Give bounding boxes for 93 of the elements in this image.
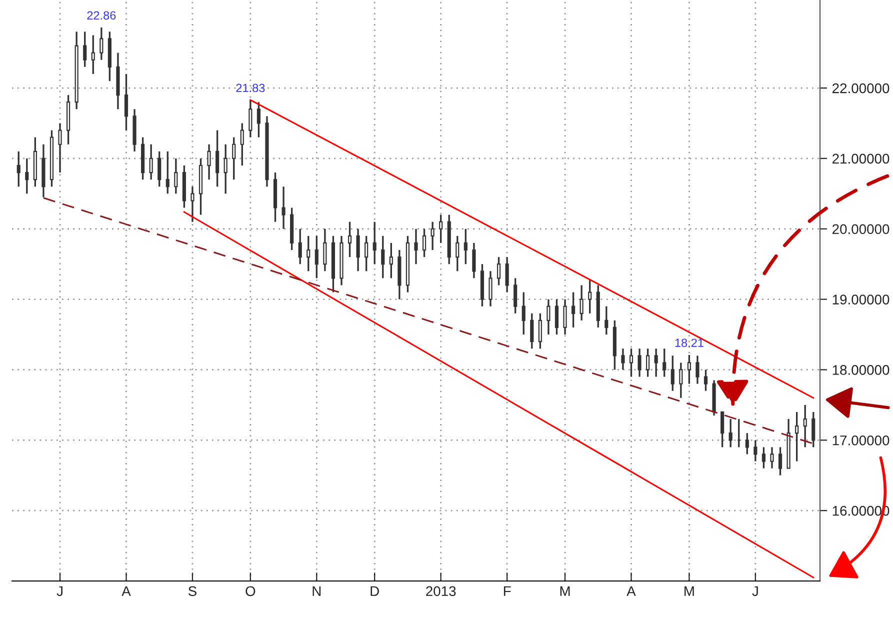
candlestick (207, 144, 211, 180)
x-tick-label: F (504, 586, 511, 596)
candlestick (248, 99, 252, 138)
candlestick (728, 418, 732, 448)
candlestick (538, 312, 542, 350)
candlestick (803, 404, 807, 448)
candlestick (389, 242, 393, 280)
candlestick (770, 446, 774, 470)
x-tick-label: 2013 (426, 586, 456, 596)
annotation: 22.86 (87, 11, 116, 20)
x-tick-label: D (370, 586, 379, 596)
y-tick-label: 21.00000 (832, 154, 890, 164)
candlestick (158, 150, 162, 188)
candlestick (572, 291, 576, 328)
candlestick (638, 348, 642, 378)
x-tick-label: O (246, 586, 256, 596)
x-tick-label: J (752, 586, 758, 596)
candlestick (100, 26, 104, 61)
annotation: 21.83 (236, 84, 265, 92)
candlestick (795, 411, 799, 462)
candlestick (488, 270, 492, 308)
candlestick (240, 122, 244, 166)
x-tick-label: N (312, 586, 321, 596)
candlestick (224, 144, 228, 194)
candlestick (629, 348, 634, 378)
candlestick (754, 439, 758, 462)
candlestick (621, 348, 625, 371)
x-tick-label: A (626, 586, 636, 596)
candlestick (654, 348, 658, 378)
y-tick-label: 22.00000 (832, 83, 890, 94)
candlestick (348, 221, 352, 258)
candlestick (414, 228, 418, 265)
y-tick-label: 18.00000 (832, 365, 890, 375)
candlestick (422, 228, 426, 258)
candlestick (472, 242, 476, 280)
candlestick (381, 235, 385, 280)
candlestick (745, 432, 749, 456)
candlestick (314, 235, 318, 280)
candlestick (720, 411, 724, 448)
candlestick (58, 122, 62, 174)
candlestick (232, 136, 236, 180)
candlestick (530, 312, 534, 350)
candlestick (356, 228, 360, 272)
candlestick (190, 186, 194, 223)
candlestick (364, 235, 368, 272)
x-tick-label: M (684, 586, 694, 596)
candlestick (306, 235, 310, 272)
candlestick (430, 221, 434, 251)
candlestick (174, 158, 178, 194)
candlestick (323, 228, 327, 272)
candlestick (464, 228, 468, 265)
candlestick (522, 291, 526, 336)
candlestick (662, 348, 666, 378)
candlestick (588, 279, 592, 314)
candlestick (83, 30, 87, 68)
candlestick (216, 129, 220, 188)
candlestick (439, 214, 443, 244)
candlestick (696, 354, 700, 385)
y-tick-label: 20.00000 (832, 224, 890, 234)
candlestick (256, 101, 260, 138)
candlestick (762, 446, 766, 470)
candlestick (124, 73, 128, 132)
y-tick-label: 17.00000 (832, 435, 890, 446)
candlestick (149, 144, 153, 180)
candlestick (778, 446, 782, 476)
candlestick (25, 158, 29, 194)
candlestick (546, 298, 550, 336)
candlestick (505, 256, 509, 294)
candlestick (456, 235, 460, 272)
candlestick (514, 277, 518, 314)
candlestick (554, 298, 559, 336)
y-tick-label: 19.00000 (832, 294, 890, 304)
x-tick-label: A (122, 586, 131, 596)
candlestick (166, 150, 170, 194)
x-tick-label: M (560, 586, 570, 596)
candlestick (704, 368, 708, 392)
candlestick (580, 284, 584, 322)
candlestick (496, 256, 501, 286)
annotation: 18.21 (675, 338, 704, 348)
candlestick (670, 354, 674, 392)
candlestick (563, 298, 567, 336)
candlestick (91, 34, 95, 75)
candlestick (16, 150, 20, 188)
candlestick (679, 362, 683, 399)
candlestick (812, 411, 816, 448)
candlestick (372, 221, 376, 265)
x-tick-label: S (188, 586, 196, 596)
x-tick-label: J (56, 586, 62, 596)
candlestick (282, 186, 286, 230)
candlestick (298, 228, 302, 265)
candlestick (687, 354, 691, 385)
candlestick (646, 348, 650, 378)
candlestick (604, 306, 608, 336)
